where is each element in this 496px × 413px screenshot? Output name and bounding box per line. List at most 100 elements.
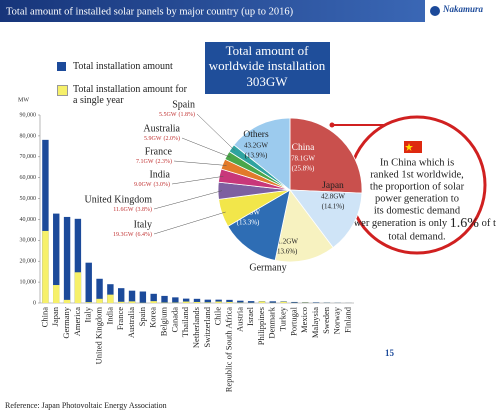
pie-label-name: Italy bbox=[134, 219, 152, 230]
bar bbox=[85, 262, 92, 303]
bar bbox=[215, 301, 222, 303]
logo: Nakamura bbox=[442, 4, 484, 14]
pie-percent: (6.4%) bbox=[136, 231, 153, 238]
legend-label: Total installation amount for a single y… bbox=[73, 84, 187, 106]
bar bbox=[269, 301, 276, 303]
bar bbox=[42, 230, 49, 303]
x-tick-label: Switzerland bbox=[202, 306, 212, 347]
bar bbox=[258, 301, 266, 303]
callout-text: for power generation is only bbox=[328, 218, 450, 229]
pie-slice bbox=[289, 189, 363, 249]
y-tick-label: 10,000 bbox=[20, 279, 37, 285]
bar bbox=[96, 298, 103, 303]
callout-text: for power generation is only 1.6% of the bbox=[328, 216, 496, 231]
x-tick-label: Philippines bbox=[256, 307, 266, 345]
pie-label-name: Australia bbox=[143, 123, 180, 134]
total-box bbox=[205, 42, 330, 94]
bar bbox=[63, 299, 71, 303]
y-tick-label: 0 bbox=[33, 300, 36, 306]
bar bbox=[204, 302, 212, 303]
bar bbox=[42, 139, 49, 303]
pie-label-name: Germany bbox=[249, 262, 286, 273]
bar bbox=[150, 293, 157, 303]
x-tick-label: Chile bbox=[213, 307, 223, 326]
bar bbox=[193, 298, 201, 303]
x-tick-label: Malaysia bbox=[310, 307, 320, 338]
x-tick-label: America bbox=[72, 307, 82, 336]
bar bbox=[128, 301, 136, 303]
x-tick-label: Spain bbox=[137, 306, 147, 326]
bar bbox=[312, 302, 320, 303]
bar bbox=[182, 298, 190, 303]
callout-text: power generation to bbox=[375, 193, 459, 204]
pie-label-name: Japan bbox=[322, 181, 344, 191]
leader-line bbox=[196, 113, 235, 151]
pie-value: 7.1GW bbox=[136, 159, 154, 165]
pie-value: 42.8GW bbox=[321, 193, 345, 201]
pie-value: 9.0GW bbox=[134, 182, 152, 188]
x-tick-label: Sweden bbox=[321, 306, 331, 334]
callout-text: total demand. bbox=[388, 231, 445, 242]
pie-percent: (1.8%) bbox=[179, 111, 196, 118]
pie-percent: (13.3%) bbox=[237, 219, 260, 227]
pie-percent: (13.6%) bbox=[275, 248, 298, 256]
x-tick-label: Italy bbox=[83, 306, 93, 322]
x-tick-label: Thailand bbox=[180, 306, 190, 337]
y-tick-label: 30,000 bbox=[20, 238, 37, 244]
pie-label-value: 5.9GW (2.0%) bbox=[144, 135, 180, 142]
pie-percent: (14.1%) bbox=[322, 203, 345, 211]
bar bbox=[118, 288, 125, 303]
pie-label-value: 5.5GW (1.8%) bbox=[159, 111, 195, 118]
pie-label-value: 19.3GW (6.4%) bbox=[113, 231, 152, 238]
connector-dot bbox=[329, 122, 335, 128]
y-tick-label: 80,000 bbox=[20, 133, 37, 139]
x-tick-label: France bbox=[115, 307, 125, 330]
pie-value: 19.3GW bbox=[113, 232, 134, 238]
bar bbox=[128, 290, 136, 303]
x-tick-label: Austria bbox=[234, 307, 244, 332]
x-tick-label: Portugal bbox=[288, 306, 298, 335]
pie-label-name: Others bbox=[243, 130, 269, 140]
pie-label-name: Spain bbox=[172, 99, 195, 110]
y-tick-label: 40,000 bbox=[20, 217, 37, 223]
bar bbox=[226, 301, 233, 303]
pie-percent: (2.0%) bbox=[164, 135, 181, 142]
pie-value: 5.9GW bbox=[144, 136, 162, 142]
bar bbox=[172, 297, 179, 303]
total-box-line: worldwide installation bbox=[209, 58, 326, 73]
pie-value: 11.6GW bbox=[113, 207, 134, 213]
page-title: Total amount of installed solar panels b… bbox=[6, 6, 294, 17]
pie-slice bbox=[274, 189, 334, 263]
pie-percent: (13.9%) bbox=[245, 152, 268, 160]
pie-slice bbox=[233, 117, 291, 191]
pie-label-name: United Kingdom bbox=[85, 194, 153, 205]
y-axis-label: MW bbox=[18, 97, 29, 103]
total-box-line: 303GW bbox=[246, 74, 288, 89]
pie-value: 78.1GW bbox=[291, 155, 315, 163]
y-tick-label: 60,000 bbox=[20, 175, 37, 181]
x-tick-label: Netherlands bbox=[191, 307, 201, 348]
x-tick-label: Republic of South Africa bbox=[223, 307, 233, 392]
pie-slice bbox=[289, 117, 363, 194]
x-tick-label: Israel bbox=[245, 306, 255, 326]
logo-icon bbox=[430, 6, 440, 16]
x-tick-label: Denmark bbox=[267, 306, 277, 338]
bar bbox=[139, 291, 147, 303]
leader-line bbox=[171, 176, 224, 185]
total-box-line: Total amount of bbox=[226, 43, 310, 58]
x-tick-label: Finland bbox=[343, 306, 353, 333]
x-tick-label: Canada bbox=[169, 307, 179, 333]
x-tick-label: Belgium bbox=[158, 307, 168, 337]
pie-value: 5.5GW bbox=[159, 112, 177, 118]
pie-label-value: 9.0GW (3.0%) bbox=[134, 181, 170, 188]
bar bbox=[237, 300, 244, 303]
leader-line bbox=[153, 190, 223, 210]
x-tick-label: Germany bbox=[61, 306, 71, 338]
x-tick-label: Japan bbox=[50, 306, 60, 326]
pie-value: 41.2GW bbox=[274, 238, 298, 246]
pie-label-value: 11.6GW (3.8%) bbox=[113, 206, 152, 213]
callout-text: In China which is bbox=[380, 157, 454, 168]
pie-slice bbox=[227, 189, 291, 261]
bar bbox=[280, 301, 287, 303]
